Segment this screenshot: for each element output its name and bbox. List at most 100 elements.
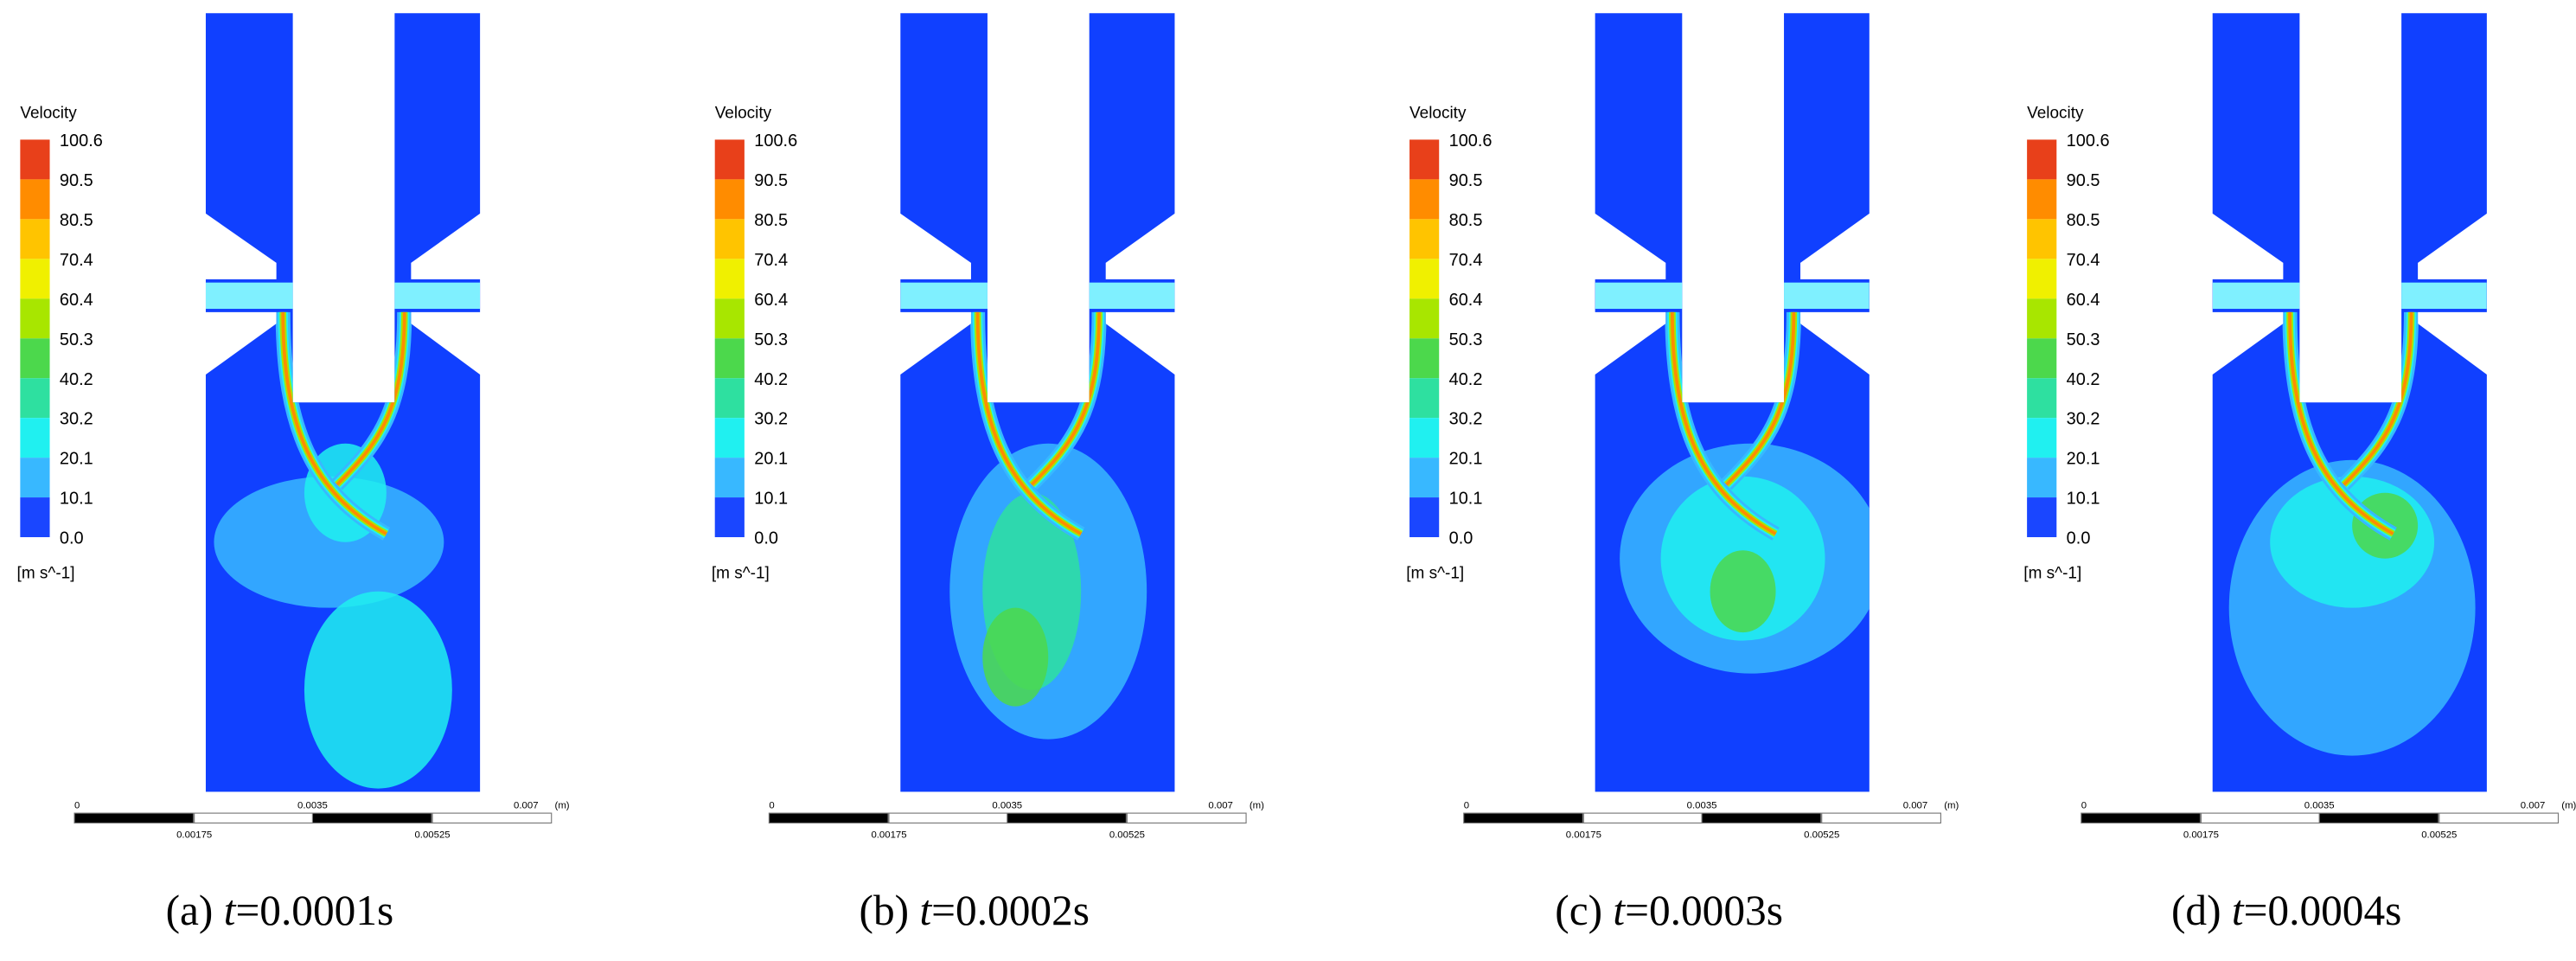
- scale-label: 0.00175: [1566, 830, 1601, 841]
- legend-level: 30.2: [2067, 410, 2100, 429]
- legend-band: [714, 458, 745, 498]
- legend-unit: [m s^-1]: [17, 564, 75, 582]
- legend-level: 20.1: [1449, 450, 1483, 469]
- legend-level: 10.1: [60, 490, 93, 509]
- legend-level: 100.6: [60, 131, 103, 151]
- panel: Velocity 100.6 90.5 80.5 70.4 60.4 50.3 40.2 30.…: [17, 13, 570, 934]
- legend-level: 10.1: [754, 490, 788, 509]
- legend-band: [1409, 139, 1440, 180]
- jet: [281, 311, 387, 535]
- legend-band: [2027, 219, 2057, 259]
- contour-region: [1710, 550, 1776, 633]
- panel: Velocity 100.6 90.5 80.5 70.4 60.4 50.3 40.2 30.…: [712, 13, 1264, 934]
- scale-segment: [1126, 812, 1247, 824]
- legend-level: 60.4: [2067, 291, 2100, 310]
- scale-label: 0: [2081, 800, 2087, 810]
- legend-title: Velocity: [1409, 105, 1467, 123]
- legend-level: 30.2: [754, 410, 788, 429]
- legend-level: 30.2: [1449, 410, 1483, 429]
- caption-variable: t: [919, 887, 932, 934]
- slot-flow: [205, 282, 481, 310]
- caption: (d) t=0.0004s: [2171, 887, 2401, 934]
- legend-band: [2027, 378, 2057, 419]
- scale-label: (m): [1944, 800, 1959, 810]
- scale-segment: [311, 812, 432, 824]
- legend-band: [1409, 298, 1440, 339]
- scale-label: 0.007: [2521, 800, 2545, 810]
- legend-level: 50.3: [754, 330, 788, 349]
- legend-level: 60.4: [60, 291, 93, 310]
- legend-title: Velocity: [2027, 105, 2084, 123]
- caption-space: [909, 887, 919, 934]
- caption-space: [2221, 887, 2232, 934]
- legend-level: 90.5: [754, 171, 788, 190]
- domain: [1595, 13, 1870, 792]
- jet: [975, 311, 1083, 535]
- scale-label: 0.00525: [1804, 830, 1839, 841]
- scale-label: 0.007: [1903, 800, 1927, 810]
- scale-label: 0.00525: [2421, 830, 2457, 841]
- scale-label: 0.00525: [414, 830, 450, 841]
- legend-band: [1409, 497, 1440, 538]
- legend-level: 70.4: [1449, 251, 1483, 270]
- contour-region: [304, 591, 452, 789]
- scale-segment: [1821, 812, 1941, 824]
- legend-band: [20, 179, 50, 220]
- caption-variable: t: [1613, 887, 1626, 934]
- scale-label: (m): [1250, 800, 1264, 810]
- scale-label: 0.0035: [992, 800, 1022, 810]
- legend-level: 40.2: [754, 370, 788, 389]
- legend-level: 80.5: [2067, 211, 2100, 230]
- legend-level: 80.5: [1449, 211, 1483, 230]
- slot-flow: [900, 282, 1175, 310]
- legend-level: 40.2: [2067, 370, 2100, 389]
- legend-band: [714, 497, 745, 538]
- caption-variable: t: [2232, 887, 2245, 934]
- legend-band: [20, 139, 50, 180]
- scale-label: 0.00175: [2183, 830, 2219, 841]
- legend-band: [714, 179, 745, 220]
- legend-band: [714, 139, 745, 180]
- legend-level: 0.0: [754, 529, 778, 548]
- legend-level: 70.4: [60, 251, 93, 270]
- caption: (b) t=0.0002s: [860, 887, 1090, 934]
- legend-band: [714, 219, 745, 259]
- legend-level: 10.1: [1449, 490, 1483, 509]
- caption-value: =0.0003s: [1625, 887, 1783, 934]
- legend-level: 100.6: [2067, 131, 2110, 151]
- scale-label: 0: [74, 800, 80, 810]
- legend-band: [1409, 378, 1440, 419]
- contours: [205, 282, 481, 789]
- legend-unit: [m s^-1]: [2023, 564, 2081, 582]
- legend-band: [2027, 418, 2057, 458]
- legend-band: [2027, 179, 2057, 220]
- scale-label: 0.007: [1208, 800, 1232, 810]
- legend-unit: [m s^-1]: [712, 564, 770, 582]
- slot-flow: [2212, 282, 2487, 310]
- legend-band: [1409, 458, 1440, 498]
- scale-label: 0.00525: [1109, 830, 1145, 841]
- contours: [900, 282, 1175, 740]
- scale-segment: [768, 812, 889, 824]
- legend-level: 50.3: [1449, 330, 1483, 349]
- scale-label: 0.007: [514, 800, 538, 810]
- legend-level: 70.4: [2067, 251, 2100, 270]
- slot-flow: [1595, 282, 1870, 310]
- scale-label: 0.0035: [297, 800, 328, 810]
- scale-label: 0.0035: [1687, 800, 1717, 810]
- scale-segment: [194, 812, 314, 824]
- caption-label: (b): [860, 887, 910, 934]
- legend-band: [2027, 139, 2057, 180]
- legend-level: 40.2: [60, 370, 93, 389]
- caption-space: [1602, 887, 1613, 934]
- legend-level: 50.3: [2067, 330, 2100, 349]
- contour-region: [982, 607, 1049, 707]
- legend-level: 0.0: [60, 529, 84, 548]
- caption-value: =0.0001s: [235, 887, 393, 934]
- legend-level: 100.6: [754, 131, 797, 151]
- legend-level: 80.5: [754, 211, 788, 230]
- legend-band: [20, 219, 50, 259]
- legend-band: [20, 497, 50, 538]
- legend-level: 60.4: [754, 291, 788, 310]
